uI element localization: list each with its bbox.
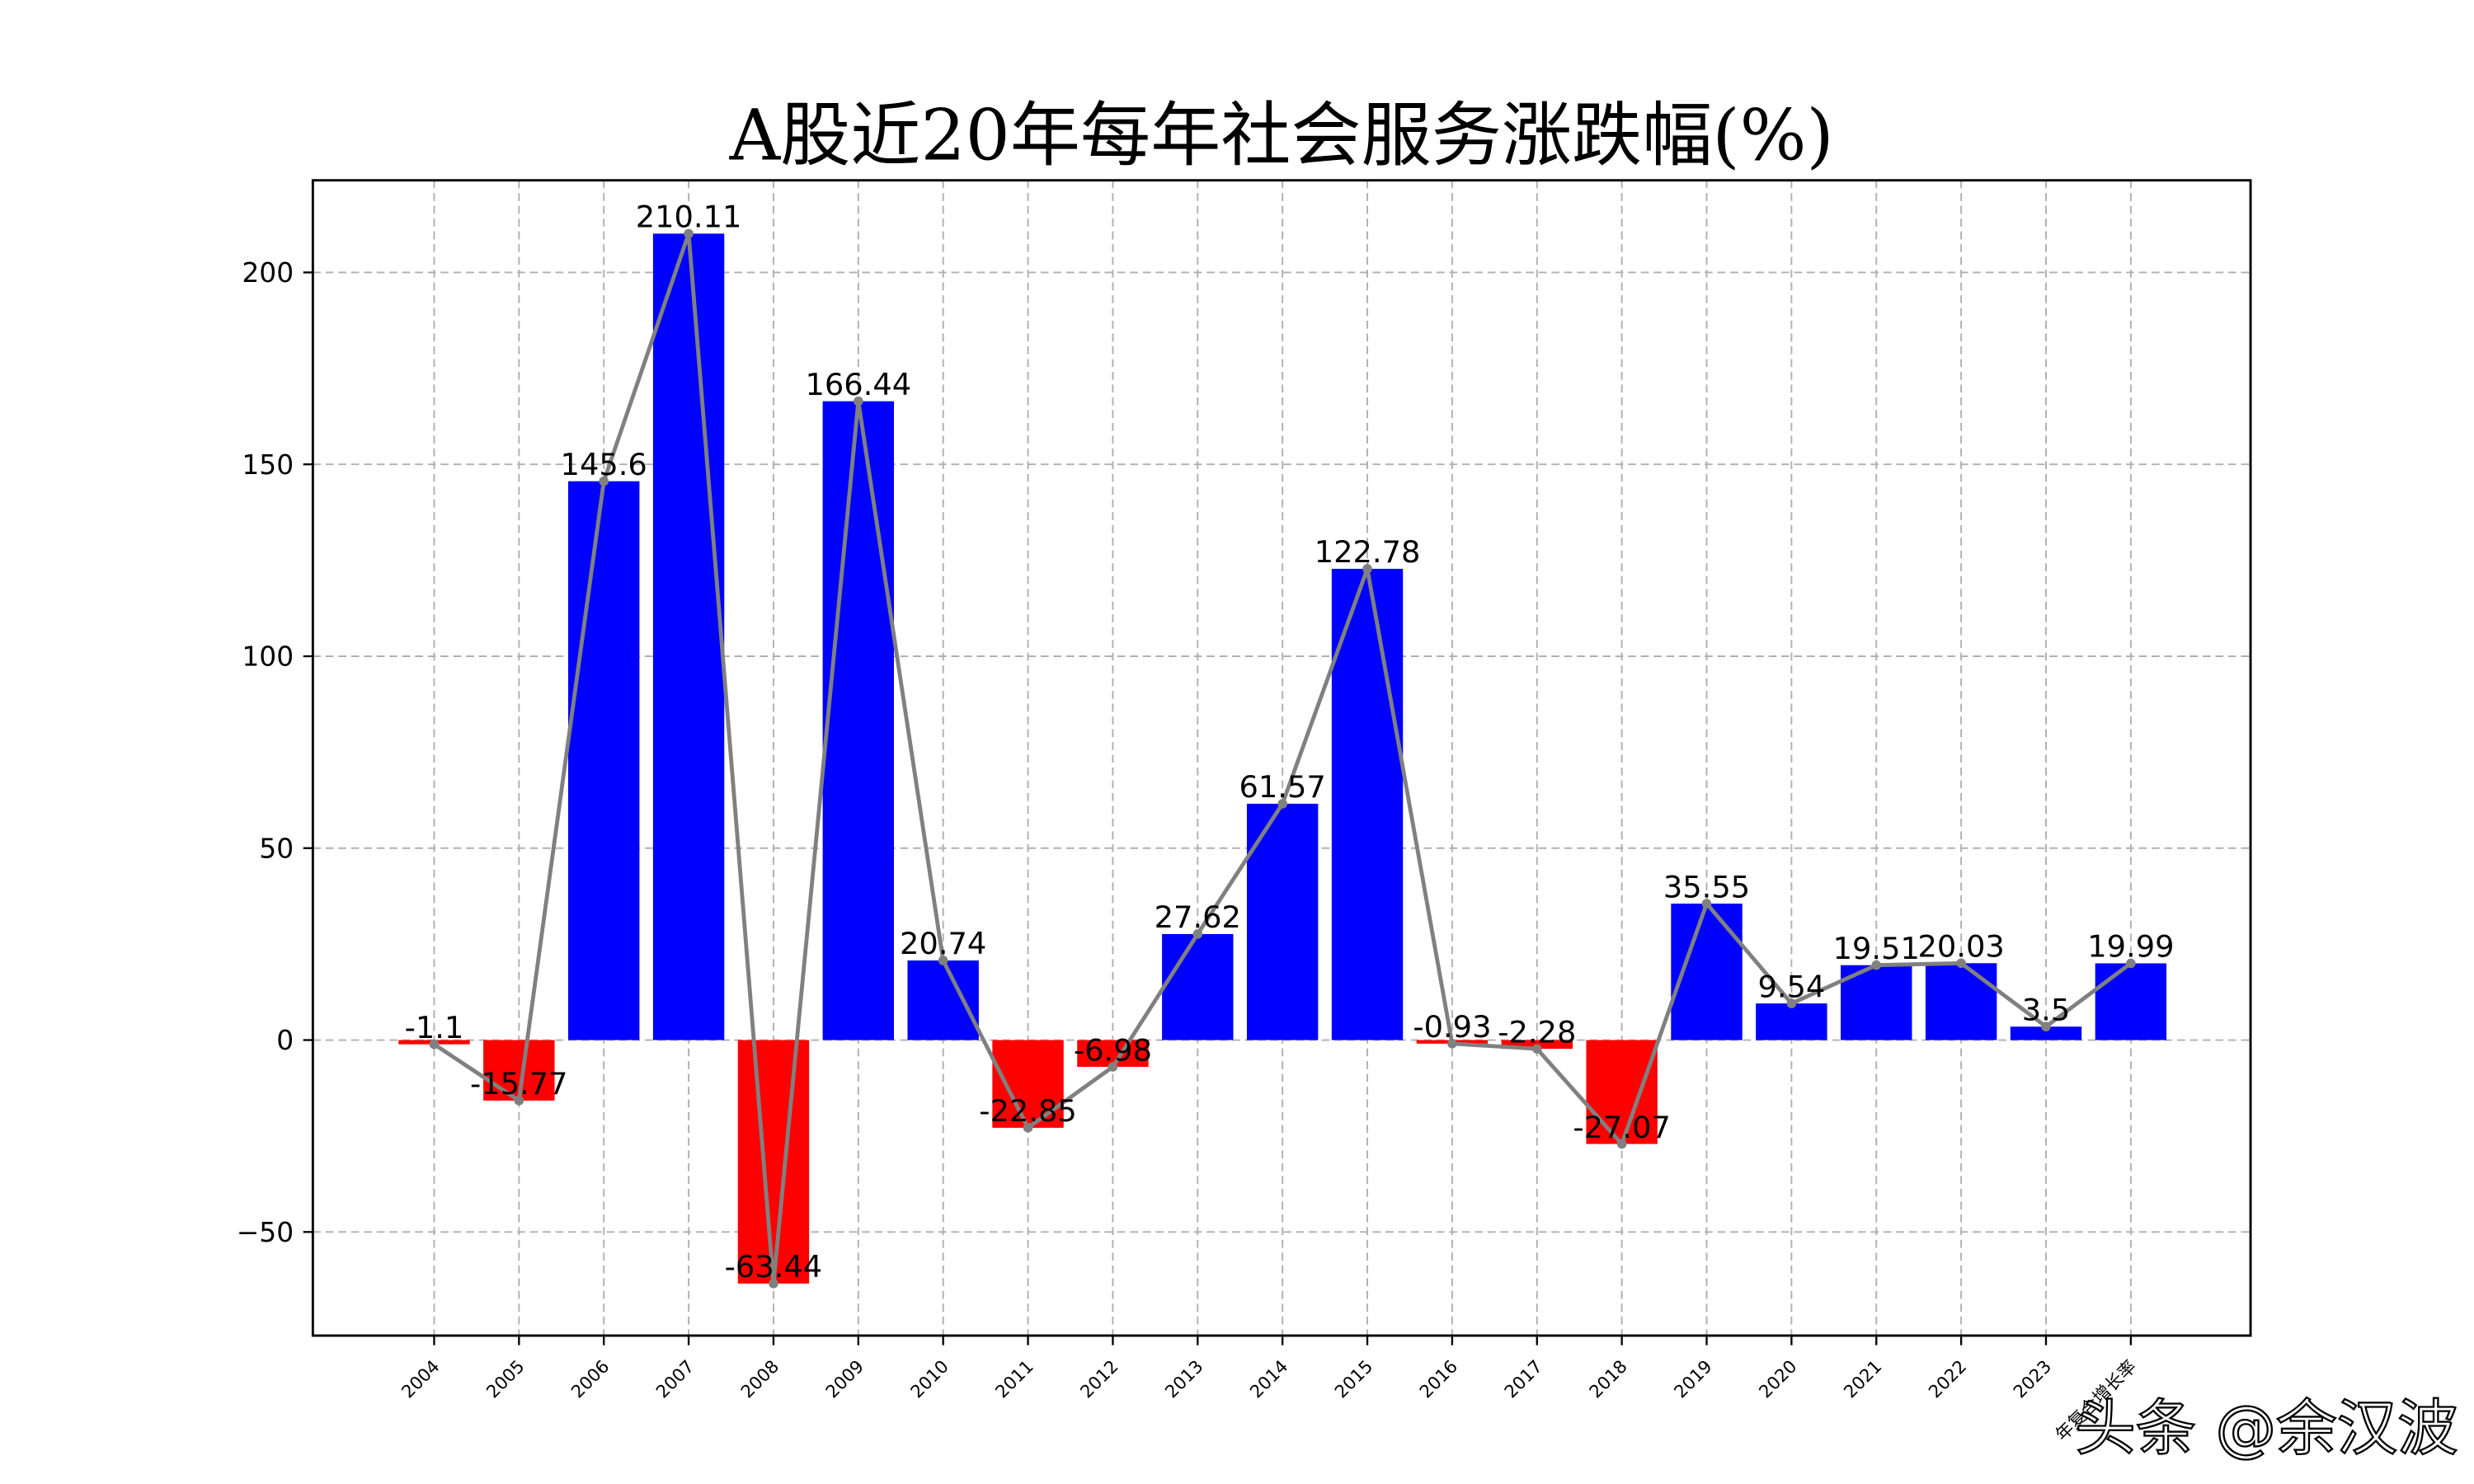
- data-label: -0.93: [1413, 1009, 1491, 1045]
- bar: [1756, 1003, 1827, 1040]
- line-point: [1447, 1039, 1457, 1049]
- line-point: [514, 1096, 524, 1106]
- data-label: 3.5: [2022, 992, 2070, 1027]
- line-point: [1023, 1123, 1033, 1133]
- x-tick-label: 2004: [397, 1356, 444, 1402]
- x-tick-label: 2013: [1161, 1356, 1207, 1402]
- x-tick-label: 2011: [992, 1356, 1038, 1402]
- x-tick-label: 2023: [2010, 1356, 2056, 1402]
- line-point: [1108, 1062, 1118, 1072]
- data-label: -2.28: [1498, 1014, 1576, 1050]
- x-tick-label: 2010: [907, 1356, 953, 1402]
- line-point: [1871, 960, 1882, 970]
- data-label: -63.44: [725, 1249, 823, 1284]
- chart-title: A股近20年每年社会服务涨跌幅(%): [729, 96, 1834, 177]
- x-tick-label: 2021: [1840, 1356, 1886, 1402]
- data-label: 145.6: [561, 447, 647, 482]
- x-tick-label: 2008: [737, 1356, 783, 1402]
- x-tick-label: 2009: [822, 1356, 868, 1402]
- line-point: [938, 956, 948, 965]
- y-tick-label: 50: [259, 832, 294, 864]
- line-point: [2041, 1021, 2051, 1032]
- line-point: [1701, 899, 1712, 909]
- data-label: 27.62: [1155, 899, 1241, 935]
- line-point: [684, 228, 694, 239]
- line-point: [1277, 799, 1287, 809]
- data-label: 20.74: [900, 926, 986, 961]
- x-tick-label: 2015: [1331, 1356, 1377, 1402]
- data-label: -15.77: [470, 1066, 568, 1101]
- data-label: 61.57: [1239, 769, 1326, 805]
- bar: [1331, 568, 1404, 1040]
- bars: [398, 233, 2167, 1284]
- data-label: 210.11: [636, 200, 742, 235]
- data-label: -27.07: [1573, 1110, 1671, 1145]
- bar: [567, 481, 640, 1040]
- line-point: [599, 476, 609, 486]
- line-point: [2126, 958, 2136, 969]
- bar: [822, 401, 895, 1040]
- bar: [907, 960, 979, 1040]
- line-point: [1786, 998, 1797, 1008]
- x-tick-label: 2020: [1755, 1356, 1801, 1402]
- grid: [313, 180, 2251, 1336]
- bar: [2095, 963, 2167, 1040]
- y-tick-label: 0: [276, 1024, 294, 1056]
- x-tick-label: 2017: [1501, 1356, 1547, 1402]
- line-point: [854, 396, 863, 406]
- x-tick-label: 2014: [1246, 1356, 1292, 1402]
- data-label: -1.1: [405, 1010, 464, 1045]
- data-label: 20.03: [1917, 929, 2004, 965]
- bar: [1162, 933, 1234, 1040]
- line-point: [1956, 958, 1966, 969]
- watermark: 头条 @余汉波: [2075, 1393, 2458, 1463]
- x-axis: 2004 2005 2006 2007 2008 2009 2010 2011 2012 2013…: [397, 1336, 2141, 1445]
- x-tick-label: 2006: [567, 1356, 614, 1402]
- x-tick-label: 2018: [1586, 1356, 1632, 1402]
- line-point: [1362, 564, 1372, 574]
- line-point: [769, 1279, 778, 1289]
- line-point: [1192, 929, 1203, 939]
- data-label: 35.55: [1663, 869, 1750, 904]
- bar: [652, 233, 725, 1040]
- data-label: 122.78: [1315, 534, 1421, 570]
- line-point: [1616, 1139, 1627, 1149]
- x-tick-label: 2012: [1076, 1356, 1122, 1402]
- data-label: 19.99: [2087, 929, 2174, 965]
- line-point: [1531, 1044, 1542, 1054]
- bar: [737, 1040, 810, 1284]
- y-tick-label: 200: [242, 256, 294, 289]
- x-tick-label: 2016: [1416, 1356, 1462, 1402]
- data-labels: -1.1-15.77 145.6 210.11 -63.44 166.44 20.74 -2…: [405, 200, 2175, 1284]
- y-tick-label: −50: [237, 1216, 294, 1248]
- data-label: 9.54: [1757, 969, 1825, 1004]
- bar: [1925, 963, 1997, 1040]
- data-label: 166.44: [805, 367, 911, 402]
- bar: [2010, 1026, 2082, 1040]
- x-tick-label: 2005: [482, 1356, 529, 1402]
- x-tick-label: 2022: [1925, 1356, 1971, 1402]
- data-label: -22.85: [979, 1093, 1077, 1129]
- data-label: -6.98: [1074, 1032, 1152, 1068]
- line-point: [429, 1039, 440, 1050]
- x-tick-label: 2019: [1671, 1356, 1717, 1402]
- y-tick-label: 100: [242, 641, 294, 673]
- trend-line: [429, 228, 2136, 1289]
- data-label: 19.51: [1833, 931, 1920, 966]
- y-tick-label: 150: [242, 448, 294, 481]
- bar: [1586, 1040, 1658, 1144]
- y-axis: −50 0 50 100 150 200: [237, 256, 313, 1248]
- x-tick-label: 2007: [652, 1356, 698, 1402]
